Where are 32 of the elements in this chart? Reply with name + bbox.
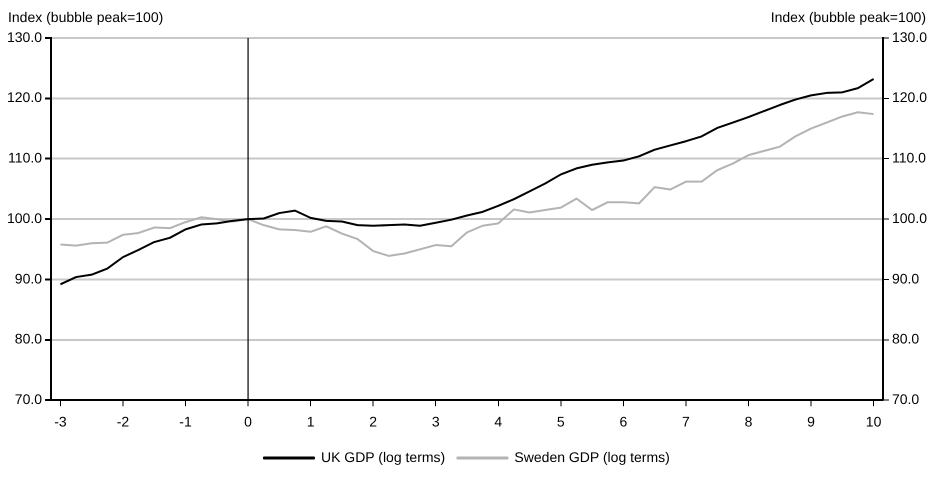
x-tick-label: 7 — [682, 413, 690, 430]
x-tick-label: 2 — [369, 413, 378, 430]
y2-tick-label: 130.0 — [892, 28, 928, 45]
y-tick-label: 130.0 — [6, 28, 42, 45]
legend-label: Sweden GDP (log terms) — [514, 448, 670, 465]
y2-axis-title: Index (bubble peak=100) — [770, 9, 926, 25]
x-tick-label: -3 — [54, 413, 67, 430]
y2-tick-label: 90.0 — [892, 270, 920, 286]
y-tick-label: 100.0 — [6, 210, 42, 226]
legend-label: UK GDP (log terms) — [320, 448, 446, 465]
y2-tick-label: 120.0 — [892, 89, 928, 106]
x-tick-label: 1 — [306, 413, 315, 430]
x-tick-label: 4 — [494, 413, 502, 430]
x-tick-label: -1 — [179, 413, 192, 430]
y-tick-label: 110.0 — [8, 150, 42, 166]
y2-tick-label: 100.0 — [892, 210, 928, 226]
x-tick-label: 3 — [432, 413, 440, 430]
x-tick-label: -2 — [116, 413, 130, 430]
y-tick-label: 90.0 — [14, 270, 42, 286]
x-tick-label: 9 — [807, 413, 816, 430]
y2-tick-label: 70.0 — [892, 391, 920, 408]
x-tick-label: 5 — [556, 413, 565, 430]
y2-tick-label: 80.0 — [892, 330, 920, 347]
x-tick-label: 10 — [866, 413, 882, 430]
y-axis-title: Index (bubble peak=100) — [8, 9, 164, 25]
x-tick-label: 6 — [619, 413, 628, 430]
x-tick-label: 0 — [244, 413, 252, 430]
x-tick-label: 8 — [744, 413, 753, 430]
y-tick-label: 70.0 — [14, 391, 42, 408]
y2-tick-label: 110.0 — [892, 150, 926, 166]
y-tick-label: 80.0 — [14, 330, 42, 347]
y-tick-label: 120.0 — [6, 89, 42, 106]
